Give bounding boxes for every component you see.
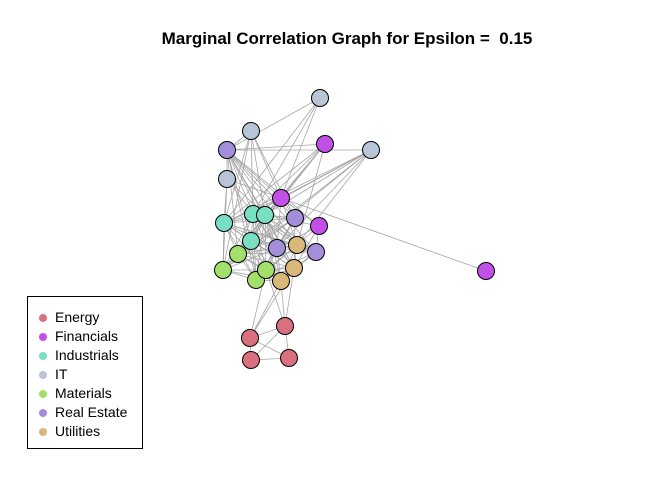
graph-node-materials: [257, 261, 275, 279]
graph-node-real-estate: [268, 239, 286, 257]
legend-item: IT: [28, 365, 144, 384]
graph-edge: [226, 149, 282, 199]
graph-edge: [226, 149, 252, 242]
graph-edge: [226, 149, 254, 215]
graph-edge: [222, 213, 254, 271]
graph-edge: [226, 97, 321, 151]
graph-node-it: [311, 89, 329, 107]
legend-dot-icon: [39, 390, 47, 398]
graph-edge: [265, 269, 286, 327]
graph-edge: [250, 130, 266, 216]
graph-edge: [223, 143, 326, 224]
graph-node-industrials: [256, 206, 274, 224]
legend-label: IT: [55, 366, 68, 382]
legend-label: Real Estate: [55, 404, 128, 420]
legend-label: Industrials: [55, 347, 119, 363]
graph-edge: [296, 143, 326, 246]
graph-node-real-estate: [307, 243, 325, 261]
graph-edge: [249, 280, 282, 339]
legend-dot-icon: [39, 333, 47, 341]
graph-edge: [296, 149, 372, 246]
graph-node-financials: [272, 189, 290, 207]
legend-dot-icon: [39, 409, 47, 417]
legend-dot-icon: [39, 428, 47, 436]
graph-node-utilities: [272, 272, 290, 290]
legend-item: Energy: [28, 308, 144, 327]
graph-node-financials: [316, 135, 334, 153]
graph-edge: [284, 267, 295, 327]
legend-dot-icon: [39, 314, 47, 322]
graph-edge: [222, 130, 252, 271]
graph-edge: [280, 97, 321, 199]
legend-label: Energy: [55, 309, 100, 325]
legend-item: Industrials: [28, 346, 144, 365]
legend-label: Utilities: [55, 423, 101, 439]
graph-edge: [252, 149, 372, 215]
legend-item: Utilities: [28, 422, 144, 441]
graph-node-industrials: [242, 232, 260, 250]
graph-edge: [223, 130, 252, 224]
graph-node-utilities: [288, 236, 306, 254]
graph-node-real-estate: [218, 141, 236, 159]
chart-title: Marginal Correlation Graph for Epsilon =…: [161, 29, 533, 48]
graph-edge: [280, 197, 487, 272]
graph-edge: [226, 143, 326, 151]
graph-edge: [223, 97, 321, 224]
graph-edge: [237, 149, 372, 255]
graph-edge: [226, 149, 239, 255]
legend-dot-icon: [39, 352, 47, 360]
legend: Energy Financials Industrials IT Materials Re…: [27, 296, 143, 449]
graph-edge: [252, 97, 321, 215]
graph-edge: [226, 149, 278, 249]
graph-node-energy: [276, 317, 294, 335]
graph-node-it: [362, 141, 380, 159]
graph-node-utilities: [285, 259, 303, 277]
graph-node-financials: [477, 262, 495, 280]
graph-node-it: [218, 170, 236, 188]
graph-nodes: [214, 89, 495, 369]
graph-node-it: [242, 122, 260, 140]
graph-edge: [226, 149, 320, 227]
graph-node-energy: [241, 329, 259, 347]
graph-edge: [250, 130, 282, 199]
graph-edge: [252, 143, 326, 215]
graph-node-real-estate: [286, 209, 304, 227]
legend-dot-icon: [39, 371, 47, 379]
graph-edge: [226, 149, 298, 246]
graph-node-financials: [310, 217, 328, 235]
graph-node-industrials: [215, 214, 233, 232]
legend-item: Real Estate: [28, 403, 144, 422]
legend-item: Materials: [28, 384, 144, 403]
graph-node-materials: [229, 245, 247, 263]
legend-item: Financials: [28, 327, 144, 346]
graph-edges: [222, 97, 487, 361]
graph-node-materials: [214, 261, 232, 279]
graph-node-energy: [280, 349, 298, 367]
legend-label: Materials: [55, 385, 112, 401]
legend-label: Financials: [55, 328, 119, 344]
graph-node-energy: [242, 351, 260, 369]
graph-edge: [222, 247, 278, 271]
